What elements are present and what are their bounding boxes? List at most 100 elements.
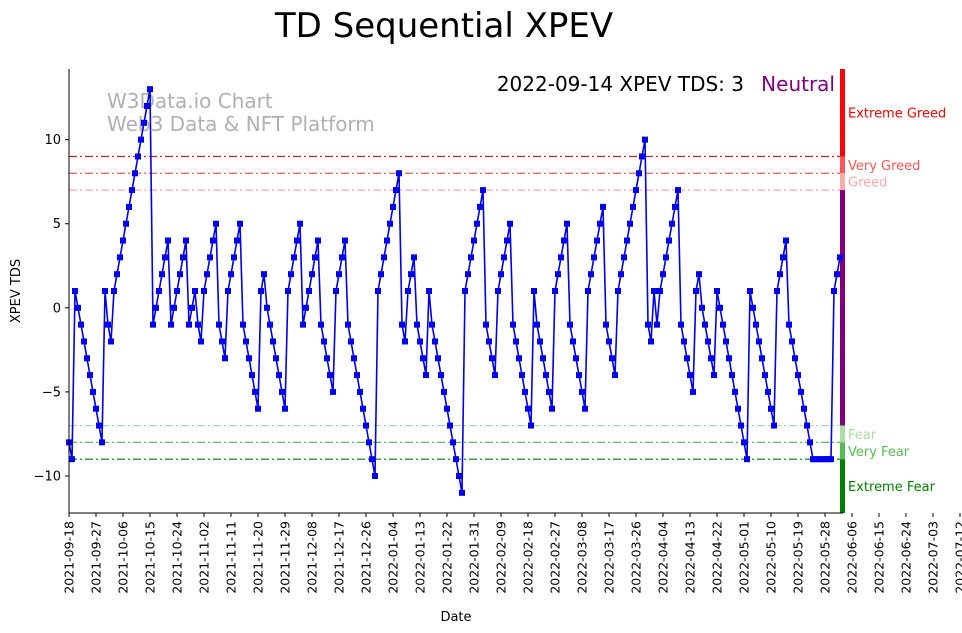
data-point (465, 271, 471, 278)
data-point (753, 321, 759, 328)
data-point (579, 388, 585, 395)
data-point (660, 271, 666, 278)
data-point (243, 338, 249, 345)
x-tick-label: 2022-03-26 (629, 521, 644, 594)
data-point (255, 405, 261, 412)
data-point (177, 271, 183, 278)
data-point (555, 271, 561, 278)
x-tick-label: 2021-12-08 (305, 521, 320, 594)
data-point (369, 456, 375, 463)
data-point (294, 237, 300, 244)
data-point (240, 321, 246, 328)
data-point (204, 271, 210, 278)
data-point (696, 271, 702, 278)
data-point (288, 271, 294, 278)
x-tick-label: 2021-12-17 (332, 521, 347, 594)
x-tick-label: 2022-06-06 (845, 521, 860, 594)
data-point (729, 372, 735, 379)
data-point (675, 187, 681, 194)
data-point (561, 237, 567, 244)
data-point (105, 321, 111, 328)
data-point (300, 321, 306, 328)
data-point (261, 271, 267, 278)
x-tick-label: 2022-03-17 (602, 521, 617, 594)
data-point (153, 304, 159, 311)
data-point (456, 473, 462, 479)
data-point (291, 254, 297, 261)
data-point (639, 153, 645, 160)
data-point (636, 170, 642, 177)
data-point (468, 254, 474, 261)
data-point (552, 288, 558, 294)
data-point (450, 439, 456, 446)
data-point (363, 422, 369, 429)
data-point (354, 372, 360, 379)
data-point (84, 355, 90, 362)
data-point (705, 338, 711, 345)
data-point (324, 355, 330, 362)
data-point (132, 170, 138, 177)
data-point (744, 456, 750, 463)
data-point (798, 388, 804, 395)
data-point (624, 237, 630, 244)
data-point (534, 321, 540, 328)
data-point (189, 304, 195, 311)
data-point (693, 288, 699, 294)
data-point (834, 271, 840, 278)
x-tick-label: 2021-11-11 (224, 521, 239, 594)
data-point (249, 372, 255, 379)
data-point (762, 372, 768, 379)
data-point (375, 288, 381, 294)
data-point (651, 288, 657, 294)
data-point (786, 321, 792, 328)
x-tick-label: 2022-07-03 (926, 521, 941, 594)
data-point (342, 237, 348, 244)
data-point (774, 288, 780, 294)
data-point (99, 439, 105, 446)
data-point (633, 187, 639, 194)
data-point (603, 321, 609, 328)
x-tick-label: 2022-04-13 (683, 521, 698, 594)
data-point (321, 338, 327, 345)
data-point (498, 271, 504, 278)
x-tick-label: 2021-11-20 (251, 521, 266, 594)
data-point (219, 338, 225, 345)
data-point (102, 288, 108, 294)
data-point (597, 220, 603, 227)
data-point (180, 254, 186, 261)
data-point (477, 203, 483, 210)
data-point (393, 187, 399, 194)
data-point (360, 405, 366, 412)
data-point (783, 237, 789, 244)
x-tick-label: 2021-12-26 (359, 521, 374, 594)
series-line (68, 89, 841, 493)
data-point (708, 355, 714, 362)
x-tick-label: 2022-02-27 (548, 521, 563, 594)
data-point (657, 288, 663, 294)
data-point (570, 338, 576, 345)
data-point (585, 288, 591, 294)
data-point (297, 220, 303, 227)
data-point (96, 422, 102, 429)
data-point (237, 220, 243, 227)
zone-bar-6 (840, 459, 845, 513)
data-point (684, 355, 690, 362)
data-point (711, 372, 717, 379)
data-point (549, 405, 555, 412)
data-point (405, 288, 411, 294)
data-point (738, 422, 744, 429)
data-point (396, 170, 402, 177)
data-point (546, 388, 552, 395)
data-point (672, 203, 678, 210)
data-point (432, 338, 438, 345)
data-point (423, 372, 429, 379)
data-point (780, 254, 786, 261)
x-tick-label: 2021-09-18 (62, 521, 77, 594)
data-point (756, 338, 762, 345)
data-point (222, 355, 228, 362)
data-point (345, 321, 351, 328)
x-tick-label: 2022-06-15 (872, 521, 887, 594)
watermark-line1: W3Data.io Chart (107, 89, 273, 113)
x-tick-label: 2022-02-18 (521, 521, 536, 594)
data-point (567, 321, 573, 328)
